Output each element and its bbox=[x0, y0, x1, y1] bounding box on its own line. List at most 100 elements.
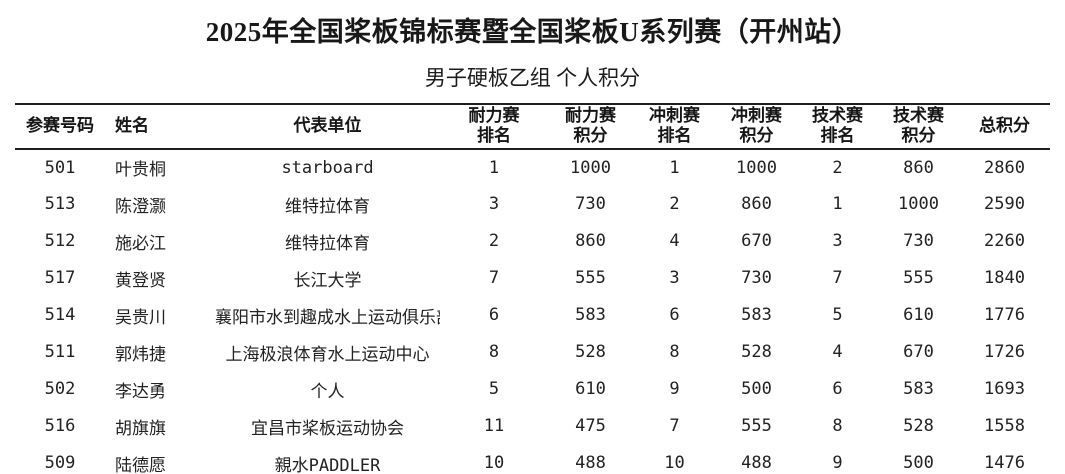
cell-sprint-points: 555 bbox=[741, 416, 772, 437]
cell-athlete-name: 陆德愿 bbox=[115, 455, 166, 474]
cell-athlete-name: 黄登贤 bbox=[115, 270, 166, 291]
table-row: 511 郭炜捷 上海极浪体育水上运动中心 8 528 8 528 4 670 1… bbox=[15, 334, 1050, 371]
cell-team: 长江大学 bbox=[293, 270, 362, 291]
cell-endurance-rank: 11 bbox=[483, 416, 505, 437]
cell-endurance-rank: 3 bbox=[488, 194, 500, 215]
cell-endurance-points: 555 bbox=[575, 268, 606, 289]
cell-sprint-points: 1000 bbox=[736, 157, 777, 178]
cell-entry-number: 502 bbox=[44, 379, 76, 400]
cell-endurance-points: 860 bbox=[575, 231, 606, 252]
results-table: 参赛号码 姓名 代表单位 耐力赛 排名 耐力赛 积分 冲刺赛 排名 冲刺赛 积分… bbox=[15, 103, 1050, 474]
cell-entry-number: 513 bbox=[44, 194, 76, 215]
col-header-endurance-points: 耐力赛 积分 bbox=[548, 104, 633, 150]
cell-sprint-rank: 2 bbox=[669, 194, 680, 215]
cell-technical-points: 730 bbox=[903, 231, 934, 252]
cell-entry-number: 514 bbox=[44, 305, 76, 326]
col-header-technical-points: 技术赛 积分 bbox=[878, 104, 959, 150]
cell-team: 宜昌市桨板运动协会 bbox=[251, 418, 404, 439]
cell-endurance-points: 610 bbox=[575, 379, 606, 400]
table-row: 512 施必江 维特拉体育 2 860 4 670 3 730 2260 bbox=[15, 223, 1050, 260]
cell-technical-points: 860 bbox=[903, 157, 934, 178]
cell-endurance-rank: 7 bbox=[488, 268, 500, 289]
cell-total-points: 1840 bbox=[984, 268, 1025, 289]
cell-team: 个人 bbox=[310, 381, 345, 402]
cell-athlete-name: 郭炜捷 bbox=[115, 344, 166, 365]
cell-team: 上海极浪体育水上运动中心 bbox=[225, 344, 430, 365]
cell-technical-rank: 7 bbox=[832, 268, 843, 289]
cell-athlete-name: 李达勇 bbox=[115, 381, 166, 402]
col-header-endurance-rank: 耐力赛 排名 bbox=[440, 104, 548, 150]
page-subtitle: 男子硬板乙组 个人积分 bbox=[424, 66, 641, 90]
cell-technical-points: 555 bbox=[903, 268, 934, 289]
table-row: 516 胡旗旗 宜昌市桨板运动协会 11 475 7 555 8 528 155… bbox=[15, 408, 1050, 445]
cell-endurance-points: 475 bbox=[575, 416, 606, 437]
table-row: 502 李达勇 个人 5 610 9 500 6 583 1693 bbox=[15, 371, 1050, 408]
cell-athlete-name: 叶贵桐 bbox=[115, 160, 166, 181]
cell-sprint-rank: 8 bbox=[669, 342, 680, 363]
cell-technical-rank: 9 bbox=[832, 453, 843, 474]
cell-endurance-rank: 10 bbox=[483, 453, 505, 474]
cell-team: 襄阳市水到趣成水上运动俱乐部 bbox=[215, 307, 440, 328]
cell-entry-number: 516 bbox=[44, 416, 76, 437]
cell-technical-points: 528 bbox=[903, 416, 934, 437]
cell-sprint-rank: 6 bbox=[669, 305, 680, 326]
table-row: 509 陆德愿 親水PADDLER 10 488 10 488 9 500 14… bbox=[15, 445, 1050, 474]
cell-technical-rank: 3 bbox=[832, 231, 843, 252]
cell-team: 维特拉体育 bbox=[285, 196, 370, 217]
cell-sprint-rank: 4 bbox=[669, 231, 680, 252]
col-header-total-points: 总积分 bbox=[959, 104, 1050, 150]
cell-endurance-points: 730 bbox=[575, 194, 606, 215]
cell-endurance-rank: 2 bbox=[488, 231, 500, 252]
cell-technical-points: 583 bbox=[903, 379, 934, 400]
col-header-technical-rank: 技术赛 排名 bbox=[797, 104, 878, 150]
cell-sprint-points: 528 bbox=[741, 342, 772, 363]
cell-technical-rank: 6 bbox=[832, 379, 843, 400]
table-row: 517 黄登贤 长江大学 7 555 3 730 7 555 1840 bbox=[15, 260, 1050, 297]
cell-entry-number: 517 bbox=[44, 268, 76, 289]
cell-sprint-points: 583 bbox=[741, 305, 772, 326]
cell-athlete-name: 胡旗旗 bbox=[115, 418, 166, 439]
cell-technical-points: 670 bbox=[903, 342, 934, 363]
cell-sprint-rank: 7 bbox=[669, 416, 680, 437]
cell-entry-number: 511 bbox=[44, 342, 76, 363]
cell-technical-rank: 4 bbox=[832, 342, 843, 363]
cell-entry-number: 501 bbox=[44, 157, 76, 178]
cell-entry-number: 512 bbox=[44, 231, 76, 252]
cell-team: 维特拉体育 bbox=[285, 233, 370, 254]
table-row: 514 吴贵川 襄阳市水到趣成水上运动俱乐部 6 583 6 583 5 610… bbox=[15, 297, 1050, 334]
cell-team: starboard bbox=[281, 157, 374, 178]
cell-endurance-rank: 1 bbox=[488, 157, 500, 178]
cell-sprint-points: 730 bbox=[741, 268, 772, 289]
cell-endurance-rank: 6 bbox=[488, 305, 500, 326]
cell-total-points: 2860 bbox=[984, 157, 1025, 178]
cell-total-points: 2260 bbox=[984, 231, 1025, 252]
cell-total-points: 1693 bbox=[984, 379, 1025, 400]
cell-athlete-name: 施必江 bbox=[115, 233, 166, 254]
cell-technical-rank: 8 bbox=[832, 416, 843, 437]
col-header-entry-number: 参赛号码 bbox=[15, 104, 105, 150]
cell-total-points: 1476 bbox=[984, 453, 1025, 474]
page-title: 2025年全国桨板锦标赛暨全国桨板U系列赛（开州站） bbox=[205, 17, 860, 47]
cell-athlete-name: 陈澄灏 bbox=[115, 196, 166, 217]
cell-technical-rank: 1 bbox=[832, 194, 843, 215]
cell-team: 親水PADDLER bbox=[274, 455, 381, 474]
table-row: 513 陈澄灏 维特拉体育 3 730 2 860 1 1000 2590 bbox=[15, 186, 1050, 223]
cell-sprint-points: 488 bbox=[741, 453, 772, 474]
cell-sprint-rank: 9 bbox=[669, 379, 680, 400]
cell-technical-rank: 2 bbox=[832, 157, 843, 178]
cell-technical-points: 610 bbox=[903, 305, 934, 326]
col-header-name: 姓名 bbox=[105, 104, 215, 150]
cell-sprint-points: 670 bbox=[741, 231, 772, 252]
cell-endurance-rank: 5 bbox=[488, 379, 500, 400]
cell-endurance-points: 583 bbox=[575, 305, 606, 326]
cell-entry-number: 509 bbox=[44, 453, 76, 474]
col-header-sprint-points: 冲刺赛 积分 bbox=[716, 104, 797, 150]
col-header-team: 代表单位 bbox=[215, 104, 440, 150]
cell-athlete-name: 吴贵川 bbox=[115, 307, 166, 328]
cell-endurance-points: 528 bbox=[575, 342, 606, 363]
cell-technical-points: 1000 bbox=[898, 194, 939, 215]
cell-sprint-points: 500 bbox=[741, 379, 772, 400]
cell-sprint-rank: 3 bbox=[669, 268, 680, 289]
cell-total-points: 2590 bbox=[984, 194, 1025, 215]
